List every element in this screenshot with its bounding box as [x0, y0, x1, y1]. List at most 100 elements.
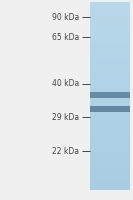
Bar: [90, 8, 130, 10]
Bar: [90, 139, 130, 141]
Bar: [90, 181, 130, 182]
Text: 90 kDa: 90 kDa: [52, 12, 79, 21]
Bar: [90, 151, 130, 152]
Bar: [90, 58, 130, 60]
Bar: [90, 154, 130, 156]
Bar: [90, 11, 130, 13]
Bar: [90, 128, 130, 130]
Text: 40 kDa: 40 kDa: [52, 79, 79, 88]
Bar: [90, 19, 130, 21]
Bar: [90, 182, 130, 184]
Bar: [90, 141, 130, 143]
Bar: [90, 51, 130, 53]
Bar: [90, 130, 130, 132]
Bar: [90, 60, 130, 62]
Bar: [90, 113, 130, 115]
Bar: [90, 68, 130, 70]
Bar: [90, 188, 130, 190]
Bar: [90, 47, 130, 49]
Bar: [90, 98, 130, 100]
Bar: [90, 124, 130, 126]
Bar: [90, 152, 130, 154]
Bar: [90, 21, 130, 23]
Bar: [90, 102, 130, 104]
Bar: [90, 17, 130, 19]
Bar: [90, 149, 130, 151]
Bar: [90, 117, 130, 119]
Bar: [90, 45, 130, 47]
Bar: [90, 92, 130, 98]
Bar: [90, 145, 130, 147]
Bar: [90, 49, 130, 51]
Bar: [90, 158, 130, 160]
Bar: [90, 28, 130, 30]
Bar: [90, 126, 130, 128]
Bar: [90, 137, 130, 139]
Bar: [90, 83, 130, 85]
Bar: [90, 100, 130, 102]
Bar: [90, 64, 130, 66]
Bar: [90, 96, 130, 98]
Bar: [90, 40, 130, 41]
Bar: [90, 107, 130, 109]
Bar: [90, 57, 130, 58]
Bar: [90, 10, 130, 11]
Bar: [90, 147, 130, 149]
Bar: [90, 166, 130, 167]
Bar: [90, 15, 130, 17]
Bar: [90, 34, 130, 36]
Bar: [90, 167, 130, 169]
Text: 65 kDa: 65 kDa: [52, 32, 79, 42]
Bar: [90, 162, 130, 164]
Bar: [90, 134, 130, 135]
Bar: [90, 119, 130, 120]
Bar: [90, 169, 130, 171]
Bar: [90, 77, 130, 79]
Bar: [90, 160, 130, 162]
Bar: [90, 26, 130, 28]
Bar: [90, 156, 130, 158]
Text: 29 kDa: 29 kDa: [52, 112, 79, 121]
Bar: [90, 94, 130, 96]
Bar: [90, 179, 130, 181]
Bar: [90, 36, 130, 38]
Bar: [90, 62, 130, 64]
Bar: [90, 186, 130, 188]
Bar: [90, 25, 130, 26]
Bar: [90, 111, 130, 113]
Bar: [90, 73, 130, 75]
Bar: [90, 53, 130, 55]
Bar: [90, 30, 130, 32]
Bar: [90, 90, 130, 92]
Bar: [90, 79, 130, 81]
Bar: [90, 184, 130, 186]
Bar: [90, 23, 130, 25]
Bar: [90, 173, 130, 175]
Bar: [90, 175, 130, 177]
Bar: [90, 43, 130, 45]
Bar: [90, 88, 130, 90]
Bar: [90, 109, 130, 111]
Bar: [90, 6, 130, 8]
Bar: [90, 171, 130, 173]
Bar: [90, 92, 130, 94]
Bar: [90, 120, 130, 122]
Bar: [90, 177, 130, 179]
Bar: [90, 41, 130, 43]
Bar: [90, 38, 130, 40]
Bar: [90, 132, 130, 134]
Bar: [90, 66, 130, 68]
Text: 22 kDa: 22 kDa: [52, 146, 79, 156]
Bar: [90, 55, 130, 57]
Bar: [90, 75, 130, 77]
Bar: [90, 32, 130, 34]
Bar: [90, 81, 130, 83]
Bar: [90, 122, 130, 124]
Bar: [90, 85, 130, 87]
Bar: [90, 13, 130, 15]
Bar: [90, 115, 130, 117]
Bar: [90, 106, 130, 112]
Bar: [90, 70, 130, 72]
Bar: [90, 72, 130, 73]
Bar: [90, 4, 130, 6]
